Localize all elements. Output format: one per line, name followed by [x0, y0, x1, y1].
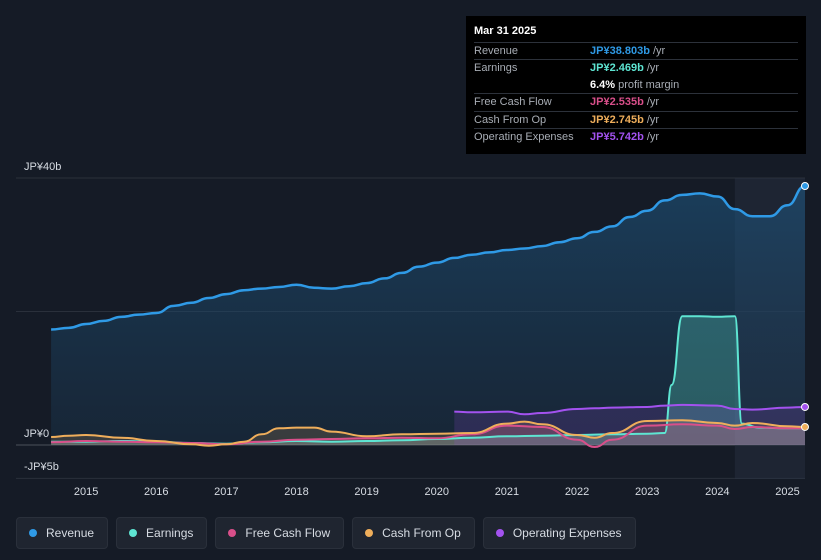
y-tick-label: JP¥0: [24, 428, 49, 440]
legend-item-earnings[interactable]: Earnings: [116, 517, 208, 549]
legend-dot-icon: [495, 529, 504, 537]
tooltip-row-label: Operating Expenses: [474, 131, 574, 143]
x-tick-label: 2017: [214, 486, 238, 498]
free-cash-flow-area: [51, 424, 806, 447]
tooltip-row-unit: profit margin: [618, 78, 680, 91]
x-tick-label: 2020: [425, 486, 449, 498]
tooltip-row-value: 6.4%: [590, 78, 616, 91]
tooltip-row-unit: /yr: [646, 96, 660, 108]
legend-label: Free Cash Flow: [245, 526, 331, 540]
tooltip-date: Mar 31 2025: [474, 25, 537, 37]
legend-dot-icon: [129, 529, 138, 537]
revenue-line: [51, 184, 806, 331]
legend-item-operating-expenses[interactable]: Operating Expenses: [482, 517, 636, 549]
legend-dot-icon: [365, 529, 374, 537]
tooltip-row-value: JP¥38.803b: [590, 44, 650, 57]
y-tick-label: -JP¥5b: [24, 461, 59, 473]
cash-from-op-line: [51, 419, 806, 447]
tooltip-row-value: JP¥2.469b: [590, 62, 644, 74]
tooltip-row: Operating Expenses JP¥5.742b/yr: [474, 128, 798, 145]
tooltip-row-value: JP¥5.742b: [590, 131, 644, 143]
x-tick-label: 2024: [705, 486, 729, 498]
series-lines: [51, 184, 806, 448]
tooltip-row: Cash From Op JP¥2.745b/yr: [474, 110, 798, 128]
x-axis: 2015 2016 2017 2018 2019 2020 2021 2022 2023 2024…: [74, 486, 800, 498]
tooltip-row-label: Earnings: [474, 62, 518, 74]
series-areas: [51, 186, 806, 447]
cash-from-op-endpoint: [801, 422, 809, 431]
tooltip-row: Earnings JP¥2.469b/yr: [474, 59, 798, 76]
x-tick-label: 2018: [284, 486, 308, 498]
legend-label: Earnings: [146, 526, 194, 540]
revenue-endpoint: [801, 182, 809, 191]
legend-label: Revenue: [46, 526, 95, 540]
x-tick-label: 2023: [635, 486, 659, 498]
x-tick-label: 2015: [74, 486, 98, 498]
operating-expenses-endpoint: [801, 402, 809, 411]
legend: Revenue Earnings Free Cash Flow Cash From O…: [16, 517, 636, 549]
tooltip-row-unit: /yr: [646, 113, 660, 126]
tooltip-row-unit: /yr: [652, 44, 666, 57]
tooltip-row-label: Cash From Op: [474, 113, 547, 126]
x-tick-label: 2021: [495, 486, 519, 498]
legend-label: Operating Expenses: [512, 526, 622, 540]
tooltip-row-value: JP¥2.535b: [590, 96, 644, 108]
operating-expenses-line: [454, 403, 806, 416]
tooltip: Mar 31 2025 Revenue JP¥38.803b/yr Earnings…: [466, 16, 806, 154]
x-tick-label: 2019: [354, 486, 378, 498]
x-tick-label: 2025: [775, 486, 799, 498]
x-tick-label: 2022: [565, 486, 589, 498]
legend-label: Cash From Op: [382, 526, 461, 540]
legend-dot-icon: [29, 529, 37, 537]
revenue-area: [51, 186, 806, 445]
free-cash-flow-line: [51, 423, 805, 448]
tooltip-row: 6.4% profit margin: [474, 77, 798, 93]
tooltip-row-label: [474, 77, 590, 93]
y-tick-label: JP¥40b: [24, 161, 61, 173]
tooltip-row-value: JP¥2.745b: [590, 113, 644, 126]
tooltip-row: Free Cash Flow JP¥2.535b/yr: [474, 93, 798, 110]
x-tick-label: 2016: [144, 486, 168, 498]
legend-item-free-cash-flow[interactable]: Free Cash Flow: [215, 517, 345, 549]
tooltip-row: Revenue JP¥38.803b/yr: [474, 41, 798, 59]
tooltip-row-label: Free Cash Flow: [474, 96, 552, 108]
tooltip-row-label: Revenue: [474, 44, 519, 57]
tooltip-row-unit: /yr: [646, 131, 660, 143]
tooltip-row-unit: /yr: [646, 62, 660, 74]
legend-item-revenue[interactable]: Revenue: [16, 517, 109, 549]
legend-item-cash-from-op[interactable]: Cash From Op: [352, 517, 475, 549]
series-endpoints: [801, 182, 809, 431]
y-axis: JP¥40b JP¥0 -JP¥5b: [24, 161, 61, 473]
legend-dot-icon: [228, 529, 237, 537]
earnings-area: [51, 316, 806, 445]
